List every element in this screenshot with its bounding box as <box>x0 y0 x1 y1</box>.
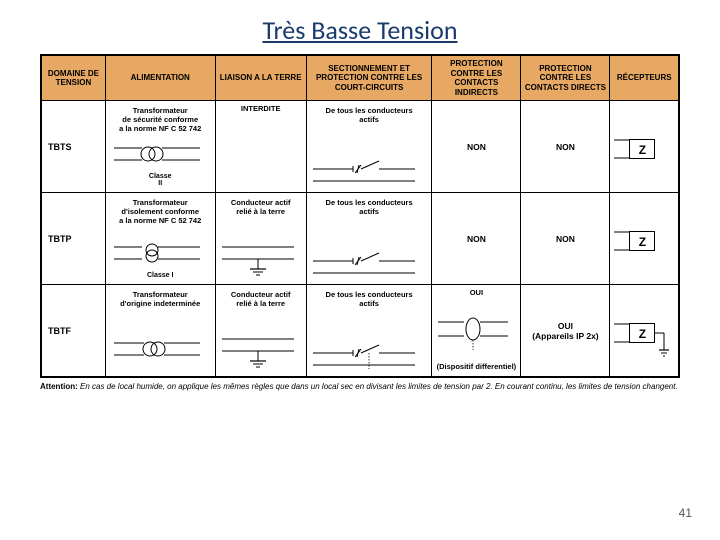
section-text: De tous les conducteurs actifs <box>309 288 430 310</box>
dispositif-label: (Dispositif differentiel) <box>434 360 518 371</box>
liaison-tbtf: Conducteur actif relié à la terre <box>215 285 306 377</box>
alim-text: Transformateur d'isolement conforme a la… <box>108 196 213 227</box>
prot-indirect-tbtp: NON <box>432 193 521 285</box>
recep-tbtp: Z <box>610 193 679 285</box>
liaison-tbts: INTERDITE <box>215 101 306 193</box>
section-text: De tous les conducteurs actifs <box>309 104 430 126</box>
prot-indirect-text: OUI <box>434 288 518 299</box>
table-row: TBTP Transformateur d'isolement conforme… <box>42 193 679 285</box>
row-label-tbtf: TBTF <box>42 285 106 377</box>
alim-text: Transformateur d'origine indeterminée <box>108 288 213 310</box>
recep-tbts: Z <box>610 101 679 193</box>
prot-indirect-tbtf: OUI (Dispositif differentiel) <box>432 285 521 377</box>
table-row: TBTS Transformateur de sécurité conforme… <box>42 101 679 193</box>
section-tbtf: De tous les conducteurs actifs <box>306 285 432 377</box>
transformer-icon <box>108 331 213 371</box>
alim-sub: Classe II <box>108 173 213 187</box>
prot-indirect-tbts: NON <box>432 101 521 193</box>
caption-text: En cas de local humide, on applique les … <box>80 382 678 391</box>
alim-text: Transformateur de sécurité conforme a la… <box>108 104 213 135</box>
caption: Attention: En cas de local humide, on ap… <box>40 382 680 391</box>
alim-tbts: Transformateur de sécurité conforme a la… <box>105 101 215 193</box>
header-prot-indirect: PROTECTION CONTRE LES CONTACTS INDIRECTS <box>432 56 521 101</box>
section-tbtp: De tous les conducteurs actifs <box>306 193 432 285</box>
alim-tbtf: Transformateur d'origine indeterminée <box>105 285 215 377</box>
alim-sub: Classe I <box>108 272 213 279</box>
liaison-text: Conducteur actif relié à la terre <box>218 288 304 310</box>
page-number: 41 <box>679 506 692 520</box>
table-row: TBTF Transformateur d'origine indetermin… <box>42 285 679 377</box>
section-tbts: De tous les conducteurs actifs <box>306 101 432 193</box>
liaison-text: INTERDITE <box>218 104 304 115</box>
row-label-tbts: TBTS <box>42 101 106 193</box>
caption-label: Attention: <box>40 382 78 391</box>
prot-direct-tbts: NON <box>521 101 610 193</box>
row-label-tbtp: TBTP <box>42 193 106 285</box>
earth-icon <box>218 239 304 279</box>
earth-icon <box>218 331 304 371</box>
prot-direct-tbtp: NON <box>521 193 610 285</box>
switch-diff-icon <box>309 341 430 371</box>
liaison-tbtp: Conducteur actif relié à la terre <box>215 193 306 285</box>
switch-icon <box>309 249 430 279</box>
z-box: Z <box>629 323 655 343</box>
header-liaison: LIAISON A LA TERRE <box>215 56 306 101</box>
switch-icon <box>309 157 430 187</box>
transformer-icon: Classe I <box>108 237 213 279</box>
prot-direct-tbtf: OUI (Appareils IP 2x) <box>521 285 610 377</box>
z-box: Z <box>629 139 655 159</box>
header-recepteurs: RÉCEPTEURS <box>610 56 679 101</box>
page-title: Très Basse Tension <box>0 0 720 54</box>
liaison-text: Conducteur actif relié à la terre <box>218 196 304 218</box>
header-domaine: DOMAINE DE TENSION <box>42 56 106 101</box>
header-alimentation: ALIMENTATION <box>105 56 215 101</box>
z-box: Z <box>629 231 655 251</box>
header-prot-direct: PROTECTION CONTRE LES CONTACTS DIRECTS <box>521 56 610 101</box>
differential-icon: (Dispositif differentiel) <box>434 310 518 371</box>
alim-tbtp: Transformateur d'isolement conforme a la… <box>105 193 215 285</box>
tension-table: DOMAINE DE TENSION ALIMENTATION LIAISON … <box>40 54 680 378</box>
header-sectionnement: SECTIONNEMENT ET PROTECTION CONTRE LES C… <box>306 56 432 101</box>
header-row: DOMAINE DE TENSION ALIMENTATION LIAISON … <box>42 56 679 101</box>
recep-tbtf: Z <box>610 285 679 377</box>
transformer-icon: Classe II <box>108 138 213 187</box>
section-text: De tous les conducteurs actifs <box>309 196 430 218</box>
